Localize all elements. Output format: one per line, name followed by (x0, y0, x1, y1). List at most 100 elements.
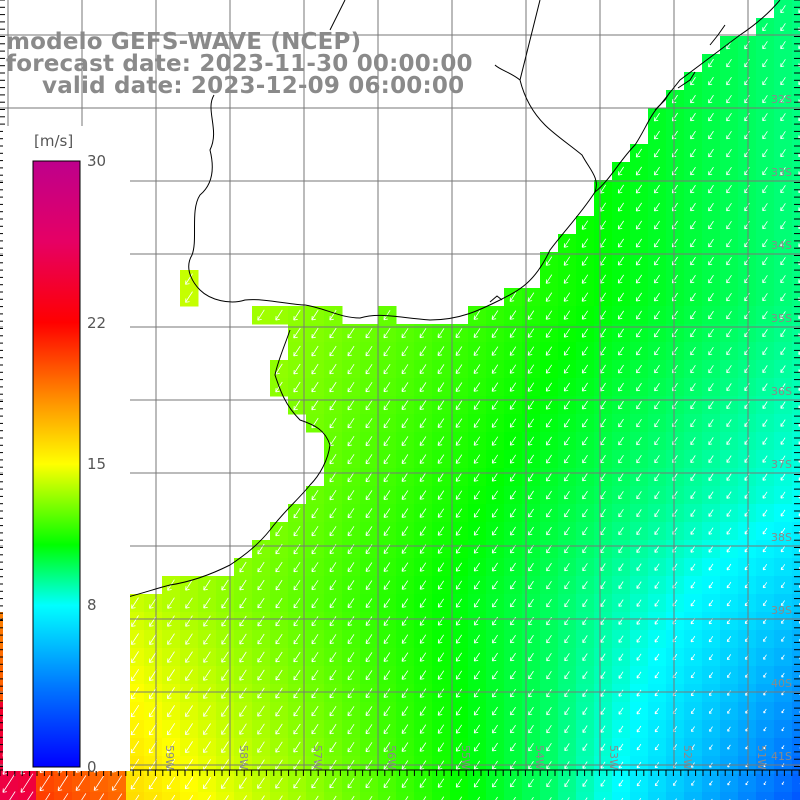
wind-arrow (365, 381, 373, 393)
wind-arrow (654, 780, 660, 787)
wind-arrow (293, 363, 301, 375)
wind-arrow (293, 633, 301, 645)
wind-arrow (221, 579, 229, 591)
wind-arrow (726, 491, 732, 499)
wind-arrow (365, 472, 373, 483)
wind-arrow (708, 94, 714, 104)
wind-arrow (798, 81, 800, 85)
wind-arrow (654, 653, 660, 661)
wind-arrow (564, 707, 570, 715)
wind-arrow (63, 793, 69, 800)
wind-cell (288, 792, 307, 800)
wind-arrow (329, 634, 337, 645)
wind-arrow (347, 363, 355, 375)
colorbar-tick-label: 22 (87, 313, 107, 332)
wind-arrow (617, 202, 625, 212)
wind-arrow (455, 418, 463, 428)
wind-arrow (618, 509, 624, 518)
wind-arrow (311, 525, 319, 537)
wind-arrow (455, 688, 463, 698)
wind-arrow (545, 256, 553, 266)
wind-cell (792, 558, 800, 577)
wind-arrow (726, 365, 732, 374)
wind-arrow (401, 562, 409, 572)
wind-arrow (401, 508, 409, 518)
wind-arrow (419, 346, 427, 356)
wind-cell (792, 90, 800, 109)
wind-arrow (492, 778, 498, 788)
colorbar (3, 126, 130, 771)
wind-arrow (709, 708, 713, 714)
wind-arrow (545, 418, 553, 428)
wind-arrow (654, 437, 660, 446)
wind-arrow (636, 400, 642, 410)
wind-arrow (510, 562, 516, 572)
wind-arrow (528, 742, 534, 752)
wind-arrow (148, 776, 158, 790)
wind-arrow (203, 687, 211, 699)
wind-arrow (9, 791, 16, 800)
wind-arrow (654, 491, 660, 499)
wind-arrow (423, 796, 427, 800)
wind-cell (468, 792, 487, 800)
wind-arrow (111, 775, 123, 791)
wind-arrow (762, 509, 768, 517)
wind-cell (432, 792, 451, 800)
wind-cell (792, 306, 800, 325)
wind-arrow (762, 437, 768, 445)
wind-arrow (239, 561, 247, 573)
wind-arrow (491, 382, 499, 392)
wind-arrow (726, 184, 732, 194)
wind-arrow (329, 652, 337, 663)
wind-arrow (762, 167, 768, 176)
wind-arrow (257, 633, 265, 645)
wind-arrow (708, 328, 714, 338)
wind-arrow (708, 672, 714, 678)
wind-cell (198, 792, 217, 800)
wind-arrow (780, 401, 786, 409)
wind-arrow (99, 793, 105, 800)
wind-arrow (383, 472, 391, 482)
wind-arrow (726, 256, 732, 266)
wind-arrow (401, 598, 409, 608)
wind-arrow (654, 166, 660, 176)
wind-arrow (690, 473, 696, 481)
wind-arrow (311, 580, 319, 591)
wind-arrow (311, 363, 319, 375)
wind-arrow (780, 582, 786, 588)
wind-arrow (473, 670, 481, 680)
wind-arrow (455, 652, 463, 662)
wind-arrow (527, 328, 535, 338)
wind-arrow (401, 652, 409, 662)
wind-arrow (513, 796, 516, 800)
wind-arrow (636, 473, 642, 482)
latitude-label: 40S (771, 677, 792, 690)
wind-arrow (239, 615, 247, 627)
wind-arrow (293, 327, 301, 339)
wind-arrow (311, 669, 319, 681)
wind-arrow (762, 600, 768, 606)
wind-arrow (401, 616, 409, 626)
wind-arrow (455, 724, 463, 734)
wind-arrow (780, 347, 786, 355)
longitude-label: 55W (459, 745, 472, 770)
wind-arrow (690, 401, 696, 410)
wind-arrow (257, 777, 265, 789)
latitude-label: 32S (771, 93, 792, 106)
wind-arrow (509, 292, 517, 302)
wind-arrow (545, 274, 553, 284)
wind-arrow (365, 616, 373, 626)
wind-arrow (636, 635, 642, 643)
wind-arrow (419, 328, 427, 339)
wind-arrow (492, 634, 498, 644)
wind-arrow (293, 399, 301, 411)
wind-arrow (654, 671, 660, 679)
wind-arrow (780, 437, 786, 445)
wind-arrow (510, 598, 516, 608)
wind-arrow (654, 473, 660, 482)
wind-arrow (365, 363, 373, 375)
wind-cell (36, 792, 55, 800)
longitude-label: 51W (755, 745, 768, 770)
wind-arrow (709, 690, 713, 696)
wind-arrow (257, 741, 265, 753)
